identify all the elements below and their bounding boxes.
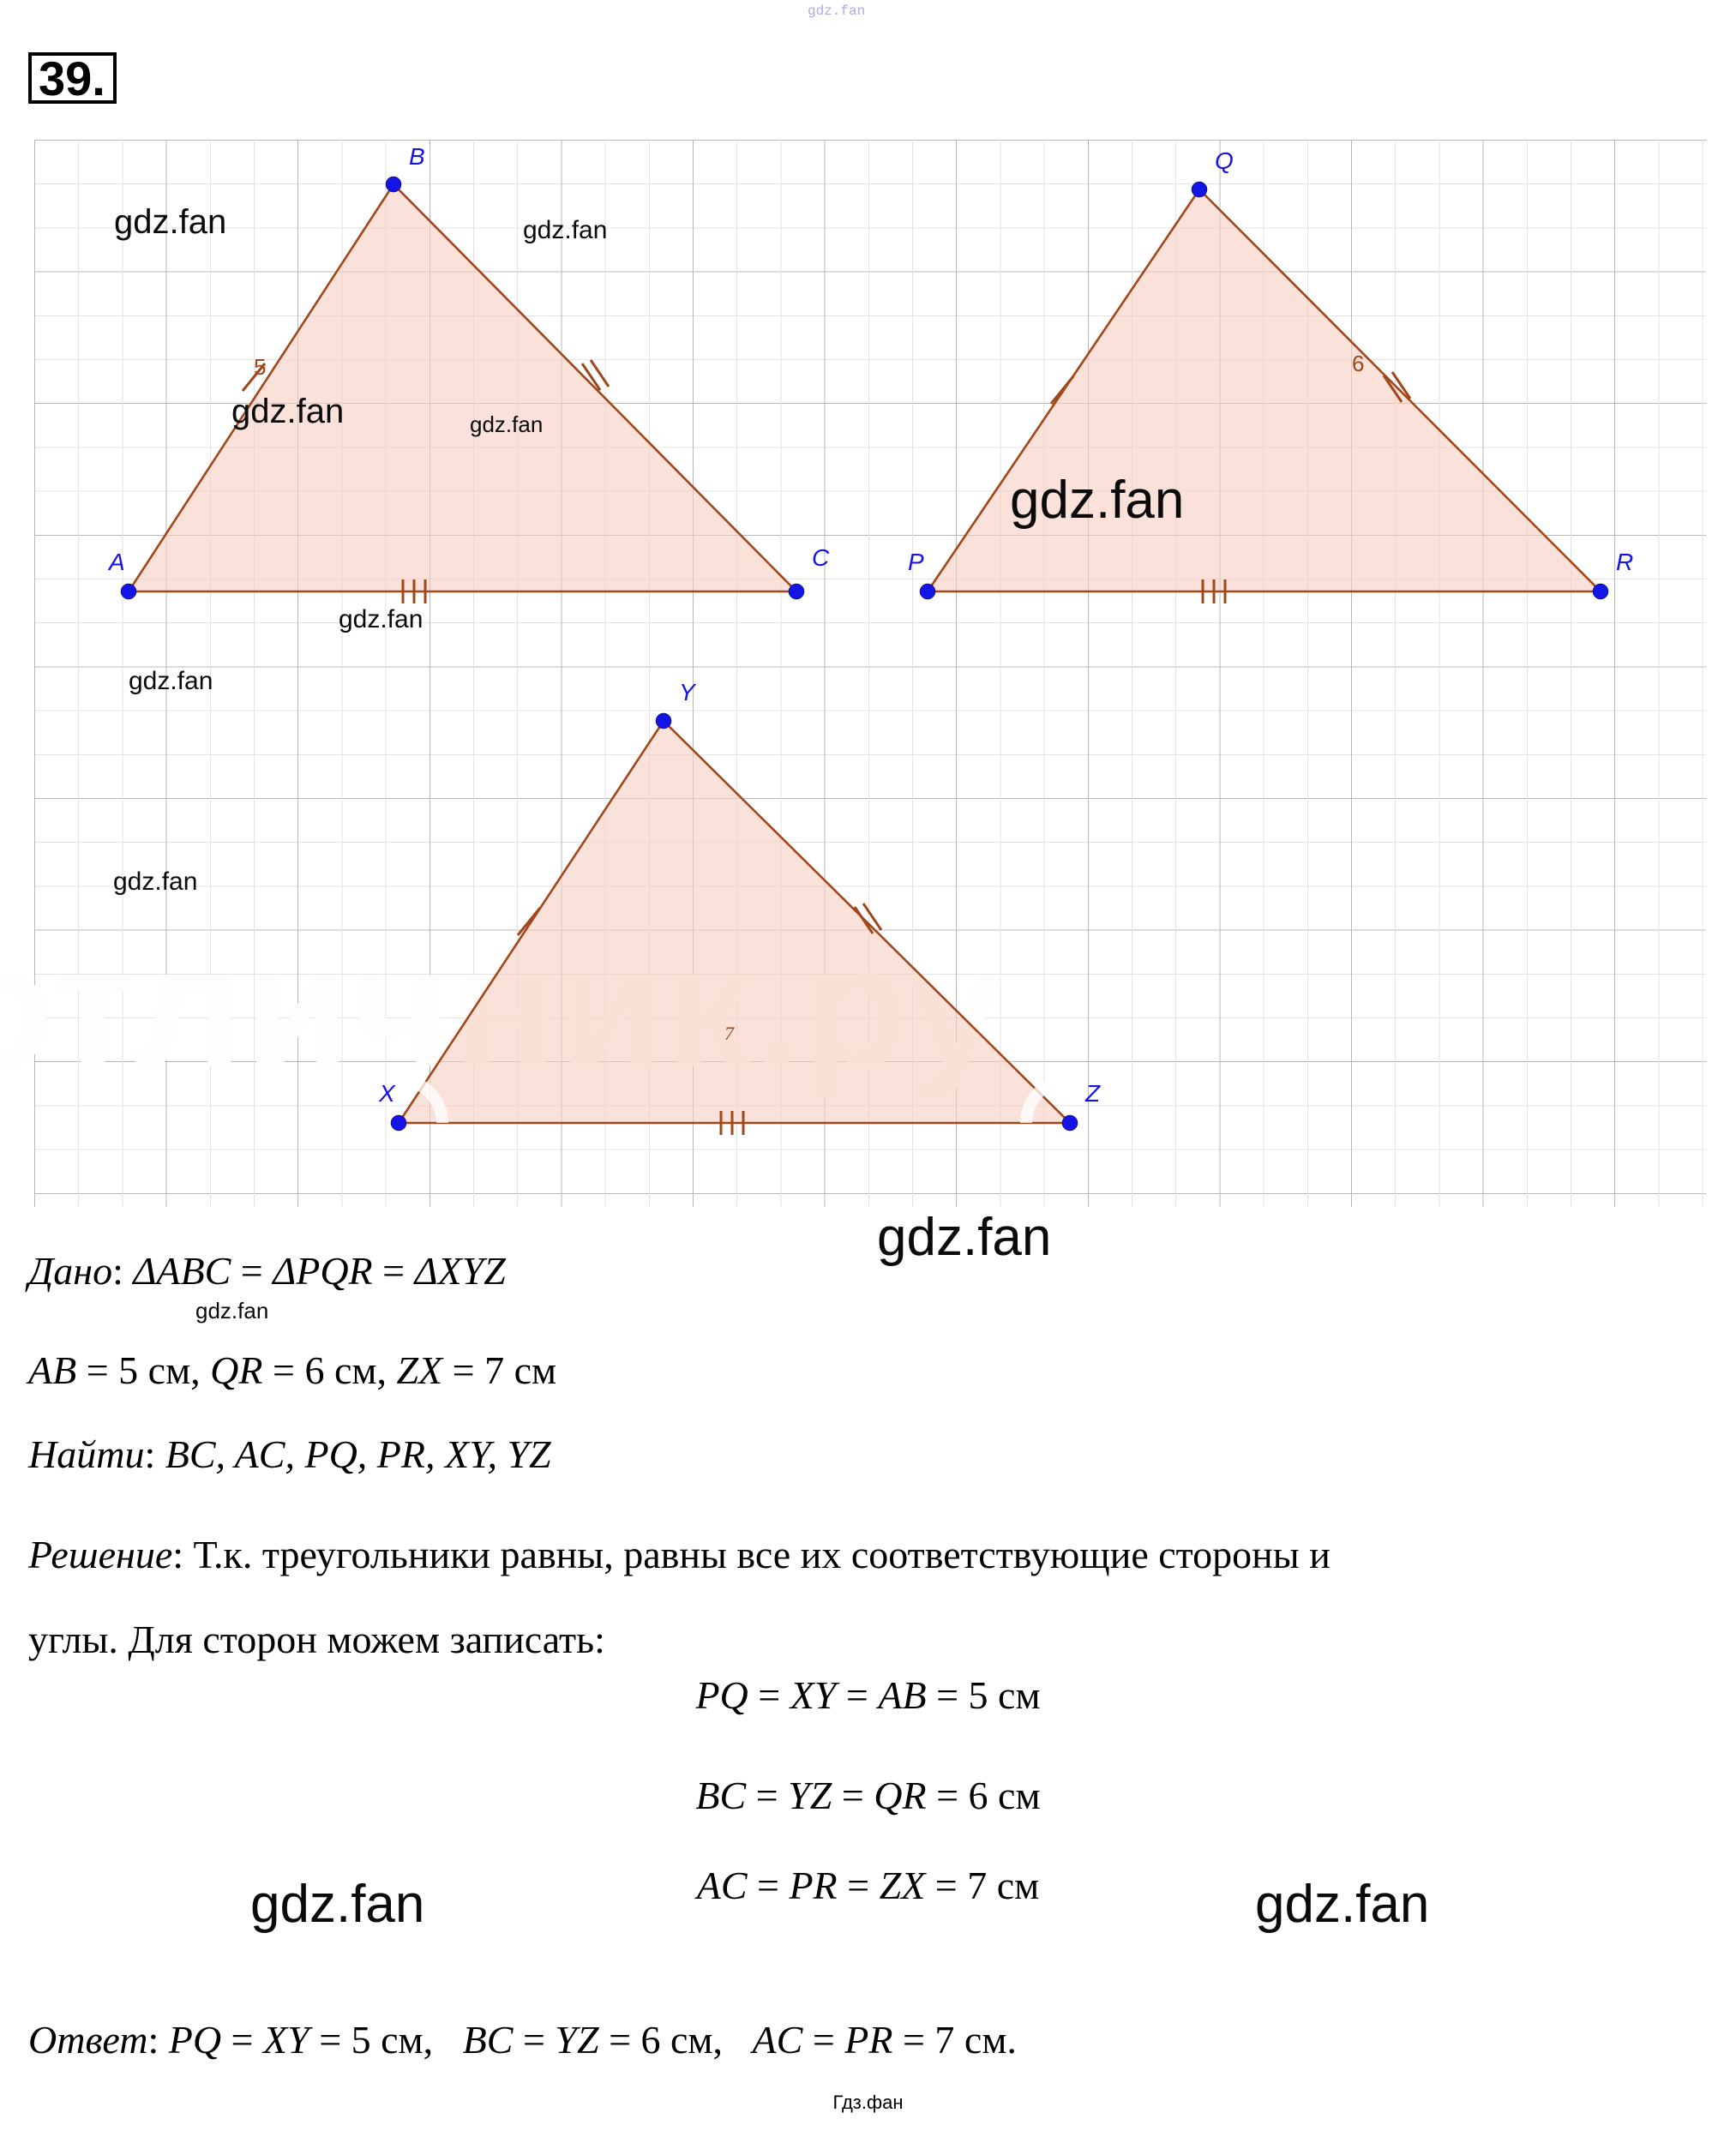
svg-text:Q: Q [1215,147,1234,174]
svg-text:7: 7 [724,1023,735,1044]
svg-text:6: 6 [1352,351,1364,376]
svg-text:A: A [107,549,125,575]
svg-text:B: B [409,143,425,170]
svg-text:P: P [908,549,924,575]
svg-text:C: C [812,544,830,571]
svg-text:X: X [378,1080,396,1107]
svg-text:5: 5 [254,354,266,380]
svg-text:Y: Y [679,679,697,705]
svg-text:R: R [1616,549,1633,575]
svg-text:Z: Z [1084,1080,1101,1107]
